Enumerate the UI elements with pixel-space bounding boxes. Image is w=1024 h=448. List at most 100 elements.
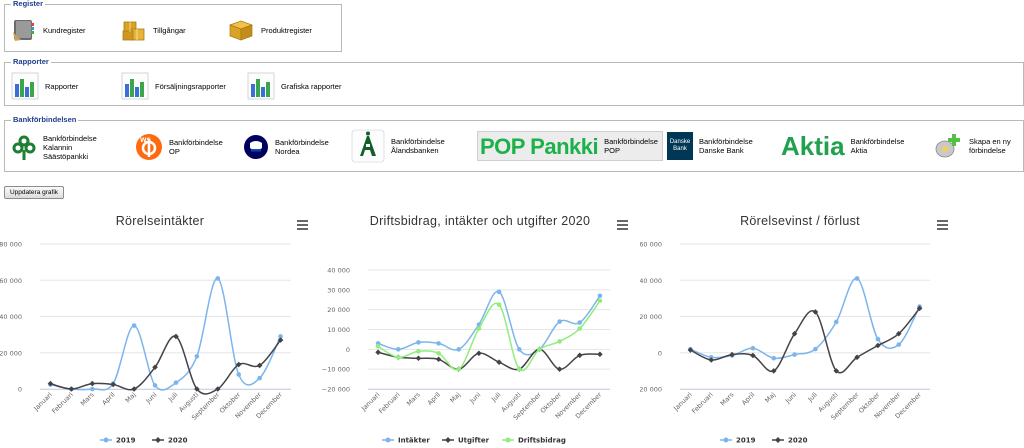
data-point[interactable] <box>194 354 200 359</box>
legend-item[interactable]: Intäkter <box>398 437 430 445</box>
data-point[interactable] <box>771 355 777 361</box>
data-point[interactable] <box>256 362 263 369</box>
new-connection-tile[interactable]: Skapa en ny förbindelse <box>933 129 1011 163</box>
data-point[interactable] <box>496 359 502 366</box>
data-point[interactable] <box>854 276 860 281</box>
data-point[interactable] <box>476 326 482 331</box>
legend-item[interactable]: 2020 <box>788 437 808 445</box>
data-point[interactable] <box>750 352 756 359</box>
forsaljningsrapporter-tile[interactable]: Försäljningsrapporter <box>121 71 226 101</box>
data-point[interactable] <box>257 375 262 381</box>
data-point[interactable] <box>556 366 563 372</box>
data-point[interactable] <box>476 350 482 357</box>
data-point[interactable] <box>173 380 179 385</box>
data-point[interactable] <box>875 342 881 349</box>
bank-saastopankki-tile[interactable]: Bankförbindelse Kalannin Säästöpankki <box>11 129 97 165</box>
data-point[interactable] <box>214 386 221 392</box>
data-point[interactable] <box>557 319 562 324</box>
data-point[interactable] <box>833 319 839 325</box>
chart-menu-icon[interactable] <box>617 220 628 232</box>
data-point[interactable] <box>131 386 137 392</box>
series-line-2019[interactable] <box>50 277 282 391</box>
data-point[interactable] <box>47 380 54 387</box>
data-point[interactable] <box>436 351 441 356</box>
data-point[interactable] <box>729 351 735 358</box>
data-point[interactable] <box>557 339 562 344</box>
data-point[interactable] <box>597 351 603 358</box>
data-point[interactable] <box>875 336 881 342</box>
series-line-2020[interactable] <box>690 307 921 374</box>
data-point[interactable] <box>215 276 221 281</box>
data-point[interactable] <box>131 323 137 328</box>
bank-danske-tile[interactable]: Danske Bank Bankförbindelse Danske Bank <box>667 129 753 163</box>
legend-item[interactable]: Utgifter <box>458 437 490 445</box>
data-point[interactable] <box>436 341 441 346</box>
legend-item[interactable]: 2020 <box>168 437 188 445</box>
series-line-Utgifter[interactable] <box>377 348 600 371</box>
data-point[interactable] <box>395 347 401 352</box>
data-point[interactable] <box>416 340 421 345</box>
series-line-Intäkter[interactable] <box>377 290 601 356</box>
data-point[interactable] <box>916 305 923 312</box>
chart-menu-icon[interactable] <box>937 220 948 232</box>
data-point[interactable] <box>577 320 583 325</box>
data-point[interactable] <box>597 293 603 299</box>
data-point[interactable] <box>791 330 798 337</box>
data-point[interactable] <box>194 386 200 392</box>
data-point[interactable] <box>89 380 96 387</box>
data-point[interactable] <box>854 354 860 361</box>
data-point[interactable] <box>173 333 179 340</box>
data-point[interactable] <box>89 386 95 392</box>
data-point[interactable] <box>896 342 902 347</box>
data-point[interactable] <box>235 361 242 368</box>
y-tick-label: 20 000 <box>327 306 350 314</box>
data-point[interactable] <box>415 355 422 362</box>
data-point[interactable] <box>236 372 242 377</box>
data-point[interactable] <box>375 349 381 356</box>
data-point[interactable] <box>152 364 158 371</box>
series-line-2020[interactable] <box>50 335 282 395</box>
bank-pop-tile[interactable]: POP Pankki Bankförbindelse POP <box>477 131 663 161</box>
data-point[interactable] <box>152 383 158 388</box>
rapporter-tile[interactable]: Rapporter <box>11 71 78 101</box>
update-graphics-button[interactable]: Uppdatera grafik <box>4 186 64 199</box>
data-point[interactable] <box>278 334 283 339</box>
grafiska-rapporter-tile[interactable]: Grafiska rapporter <box>247 71 341 101</box>
data-point[interactable] <box>792 352 797 357</box>
chart-menu-icon[interactable] <box>297 220 308 232</box>
bank-nordea-tile[interactable]: Bankförbindelse Nordea <box>243 131 329 163</box>
series-line-2019[interactable] <box>690 277 921 360</box>
data-point[interactable] <box>750 345 756 351</box>
data-point[interactable] <box>456 347 462 352</box>
series-line-Driftsbidrag[interactable] <box>377 300 601 372</box>
data-point[interactable] <box>496 289 502 295</box>
legend-item[interactable]: 2019 <box>116 437 136 445</box>
data-point[interactable] <box>456 366 462 372</box>
data-point[interactable] <box>687 347 694 353</box>
data-point[interactable] <box>516 366 522 372</box>
tillgangar-tile[interactable]: Tillgångar <box>121 17 186 43</box>
kundregister-tile[interactable]: Kundregister <box>11 17 86 43</box>
produktregister-tile[interactable]: Produktregister <box>227 17 312 43</box>
bank-alandsbanken-tile[interactable]: Bankförbindelse Ålandsbanken <box>351 127 445 165</box>
legend-item[interactable]: 2019 <box>736 437 756 445</box>
data-point[interactable] <box>537 347 542 352</box>
svg-text:WS: WS <box>140 137 151 144</box>
data-point[interactable] <box>597 298 603 304</box>
data-point[interactable] <box>516 347 522 352</box>
data-point[interactable] <box>68 386 75 392</box>
data-point[interactable] <box>110 381 117 388</box>
bank-op-tile[interactable]: WS Bankförbindelse OP <box>135 131 223 163</box>
data-point[interactable] <box>395 354 401 360</box>
data-point[interactable] <box>435 356 442 363</box>
data-point[interactable] <box>277 337 284 343</box>
data-point[interactable] <box>496 302 502 308</box>
data-point[interactable] <box>577 326 583 331</box>
legend-item[interactable]: Driftsbidrag <box>518 437 566 445</box>
data-point[interactable] <box>812 309 819 315</box>
bank-aktia-tile[interactable]: Aktia Bankförbindelse Aktia <box>781 129 904 163</box>
data-point[interactable] <box>375 344 381 349</box>
forsaljningsrapporter-label: Försäljningsrapporter <box>155 81 226 91</box>
data-point[interactable] <box>416 349 421 354</box>
data-point[interactable] <box>813 346 818 352</box>
